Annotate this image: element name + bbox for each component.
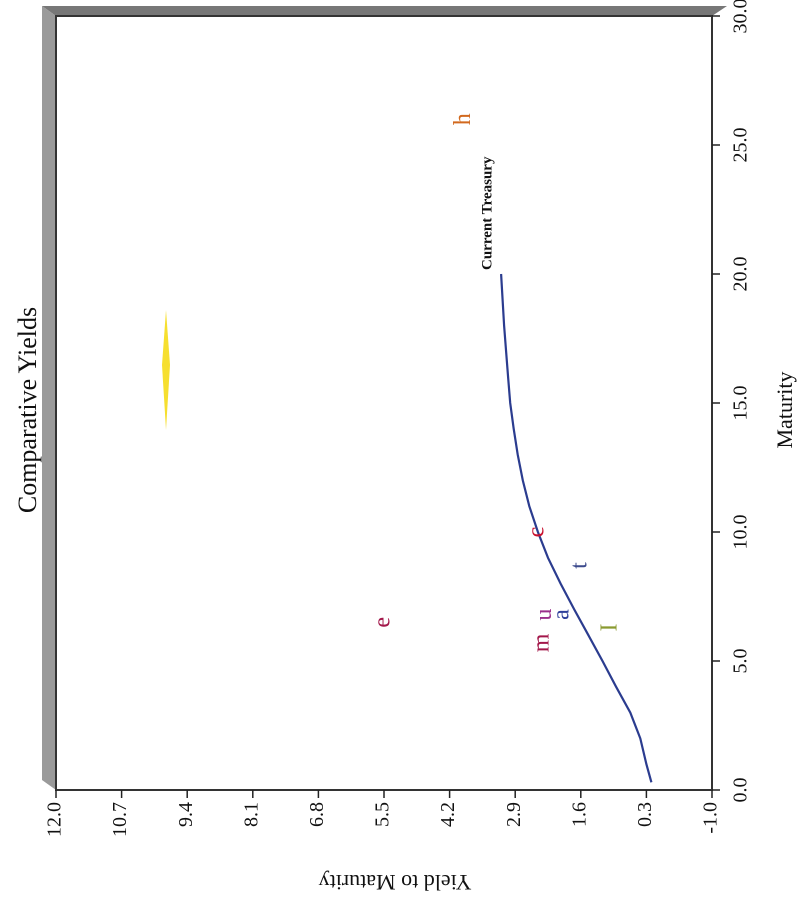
data-point-label: m bbox=[528, 633, 554, 652]
y-tick-label: 2.9 bbox=[503, 802, 525, 827]
y-axis-title: Yield to Maturity bbox=[319, 870, 472, 895]
y-tick-label: 6.8 bbox=[306, 802, 328, 827]
y-tick-label: 8.1 bbox=[240, 802, 262, 827]
frame-depth-left bbox=[42, 6, 56, 790]
x-tick-label: 20.0 bbox=[730, 257, 752, 292]
decorative-highlight bbox=[162, 310, 170, 430]
series-annotation: Current Treasury bbox=[479, 156, 495, 270]
data-point-label: t bbox=[566, 562, 592, 569]
x-tick-label: 5.0 bbox=[730, 649, 752, 674]
plot-layer: 0.0 5.0 10.0 15.0 20.0 25.0 30.0 -1.0 0.3 1.6 2.9 4… bbox=[13, 0, 797, 895]
y-tick-label: 12.0 bbox=[44, 802, 66, 837]
y-tick-label: 5.5 bbox=[372, 802, 394, 827]
y-tick-label: 10.7 bbox=[109, 802, 131, 837]
x-tick-label: 15.0 bbox=[730, 386, 752, 421]
data-point-label: I bbox=[597, 623, 623, 631]
x-axis-title: Maturity bbox=[772, 372, 797, 449]
data-point-label: u bbox=[531, 609, 557, 621]
data-point-label: e bbox=[370, 617, 396, 628]
y-tick-label: 4.2 bbox=[437, 802, 459, 827]
y-tick-label: 1.6 bbox=[568, 802, 590, 827]
frame-depth-top bbox=[42, 6, 727, 16]
data-point-label: a bbox=[549, 609, 575, 620]
y-tick-label: 9.4 bbox=[175, 802, 197, 827]
plot-area bbox=[55, 15, 713, 791]
chart-title: Comparative Yields bbox=[13, 307, 42, 513]
data-point-label: c bbox=[523, 527, 549, 538]
series-line bbox=[500, 273, 653, 783]
x-tick-label: 25.0 bbox=[730, 128, 752, 163]
data-point-label: h bbox=[450, 113, 476, 125]
x-tick-label: 10.0 bbox=[730, 515, 752, 550]
y-tick-label: -1.0 bbox=[700, 802, 722, 834]
y-tick-label: 0.3 bbox=[634, 802, 656, 827]
x-tick-label: 0.0 bbox=[730, 778, 752, 803]
x-tick-label: 30.0 bbox=[730, 0, 752, 34]
